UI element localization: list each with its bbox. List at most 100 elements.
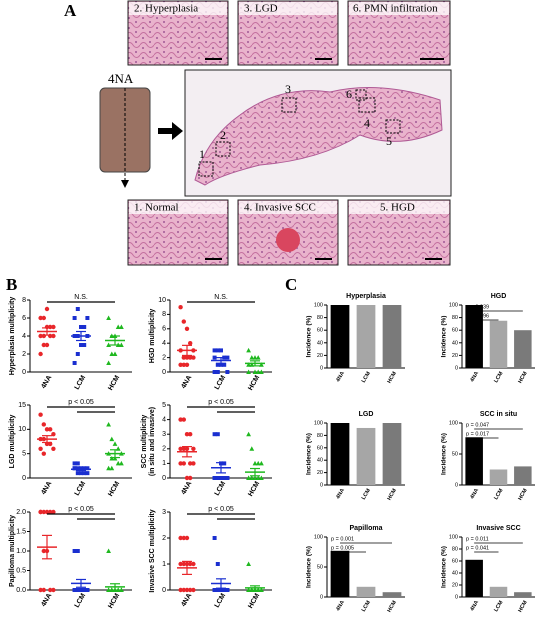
x-tick-label: HCM (107, 374, 121, 391)
data-point (51, 333, 56, 339)
arrow (158, 122, 183, 140)
data-point (75, 549, 80, 553)
data-point (191, 355, 196, 360)
y-tick-label: 100 (314, 302, 323, 308)
data-point (112, 441, 118, 446)
y-axis-label: HGD multiplicity (149, 309, 156, 364)
y-tick-label: 2.0 (16, 509, 26, 516)
x-tick-label: LCM (74, 480, 88, 497)
bar (514, 466, 532, 485)
chart-title: SCC in situ (480, 411, 517, 418)
p-value: p = 0.001 (331, 536, 354, 542)
bar (465, 559, 483, 597)
data-point (178, 362, 183, 367)
x-tick-label: HCM (387, 487, 399, 501)
bar (330, 423, 350, 485)
y-tick-label: 80 (452, 546, 458, 552)
y-tick-label: 100 (449, 534, 458, 540)
y-tick-label: 8 (162, 311, 166, 318)
data-point (119, 342, 124, 347)
y-tick-label: 0 (162, 369, 166, 376)
y-tick-label: 5 (22, 451, 26, 458)
data-point (112, 351, 118, 356)
data-point (119, 587, 124, 592)
caption-bg (349, 201, 449, 214)
data-point (82, 588, 87, 592)
data-point (75, 352, 80, 356)
data-point (246, 561, 251, 566)
data-point (184, 587, 190, 593)
x-tick-label: 4NA (180, 374, 193, 390)
y-axis-label: Incidence (%) (441, 316, 448, 358)
data-point (191, 446, 196, 451)
caption-bg (239, 2, 337, 15)
y-tick-label: 3 (162, 509, 166, 516)
y-tick-label: 80 (452, 315, 458, 321)
data-point (44, 427, 50, 432)
y-tick-label: 80 (317, 433, 323, 439)
data-point (259, 460, 264, 466)
data-point (215, 562, 220, 566)
region-number: 6 (346, 87, 352, 101)
x-tick-label: 4NA (469, 371, 480, 384)
x-tick-label: 4NA (180, 592, 193, 608)
y-tick-label: 40 (452, 570, 458, 576)
y-axis-label: Incidence (%) (441, 433, 448, 475)
data-point (252, 460, 258, 466)
data-point (48, 587, 53, 593)
data-point (85, 316, 90, 320)
y-tick-label: 1.5 (16, 528, 26, 535)
data-point (85, 466, 90, 471)
lesion (276, 228, 300, 252)
y-tick-label: 10 (158, 297, 166, 304)
data-point (222, 362, 227, 367)
data-point (246, 475, 251, 480)
y-tick-label: 20 (452, 353, 458, 359)
data-point (255, 460, 261, 466)
data-point (259, 369, 264, 374)
data-point (51, 324, 56, 330)
region-number: 4 (364, 116, 370, 130)
region-number: 3 (285, 82, 291, 96)
data-point (109, 436, 115, 442)
bar (382, 305, 402, 368)
data-point (41, 451, 46, 456)
y-tick-label: 15 (18, 402, 26, 409)
y-tick-label: 2 (162, 446, 166, 453)
data-point (249, 475, 255, 480)
data-point (106, 360, 111, 365)
data-point (188, 461, 193, 466)
x-tick-label: HCM (387, 370, 399, 384)
x-tick-label: LCM (214, 374, 228, 391)
panel-label: C (285, 275, 297, 294)
data-point (215, 348, 220, 353)
data-point (249, 355, 255, 360)
region-number: 1 (199, 147, 205, 161)
p-value: p = 0.047 (466, 422, 489, 428)
y-tick-label: 5 (162, 402, 166, 409)
data-point (212, 432, 217, 437)
data-point (225, 476, 230, 480)
x-tick-label: HCM (517, 487, 529, 501)
y-tick-label: 100 (314, 420, 323, 426)
data-point (75, 471, 80, 476)
y-axis-label: Incidence (%) (441, 546, 448, 588)
data-point (181, 446, 186, 451)
data-point (222, 588, 227, 592)
data-point (181, 417, 186, 422)
bar (356, 305, 376, 368)
data-point (215, 588, 220, 592)
bar (330, 305, 350, 368)
data-point (181, 362, 186, 367)
y-tick-label: 2 (162, 354, 166, 361)
data-point (184, 432, 190, 437)
x-tick-label: HCM (387, 599, 399, 613)
y-tick-label: 2 (22, 351, 26, 358)
y-axis-label: Incidence (%) (306, 546, 313, 588)
data-point (109, 465, 115, 471)
caption-bg (349, 2, 449, 15)
data-point (106, 315, 111, 320)
x-tick-label: HCM (517, 370, 529, 384)
y-axis-label: Incidence (%) (306, 316, 313, 358)
data-point (41, 587, 46, 593)
